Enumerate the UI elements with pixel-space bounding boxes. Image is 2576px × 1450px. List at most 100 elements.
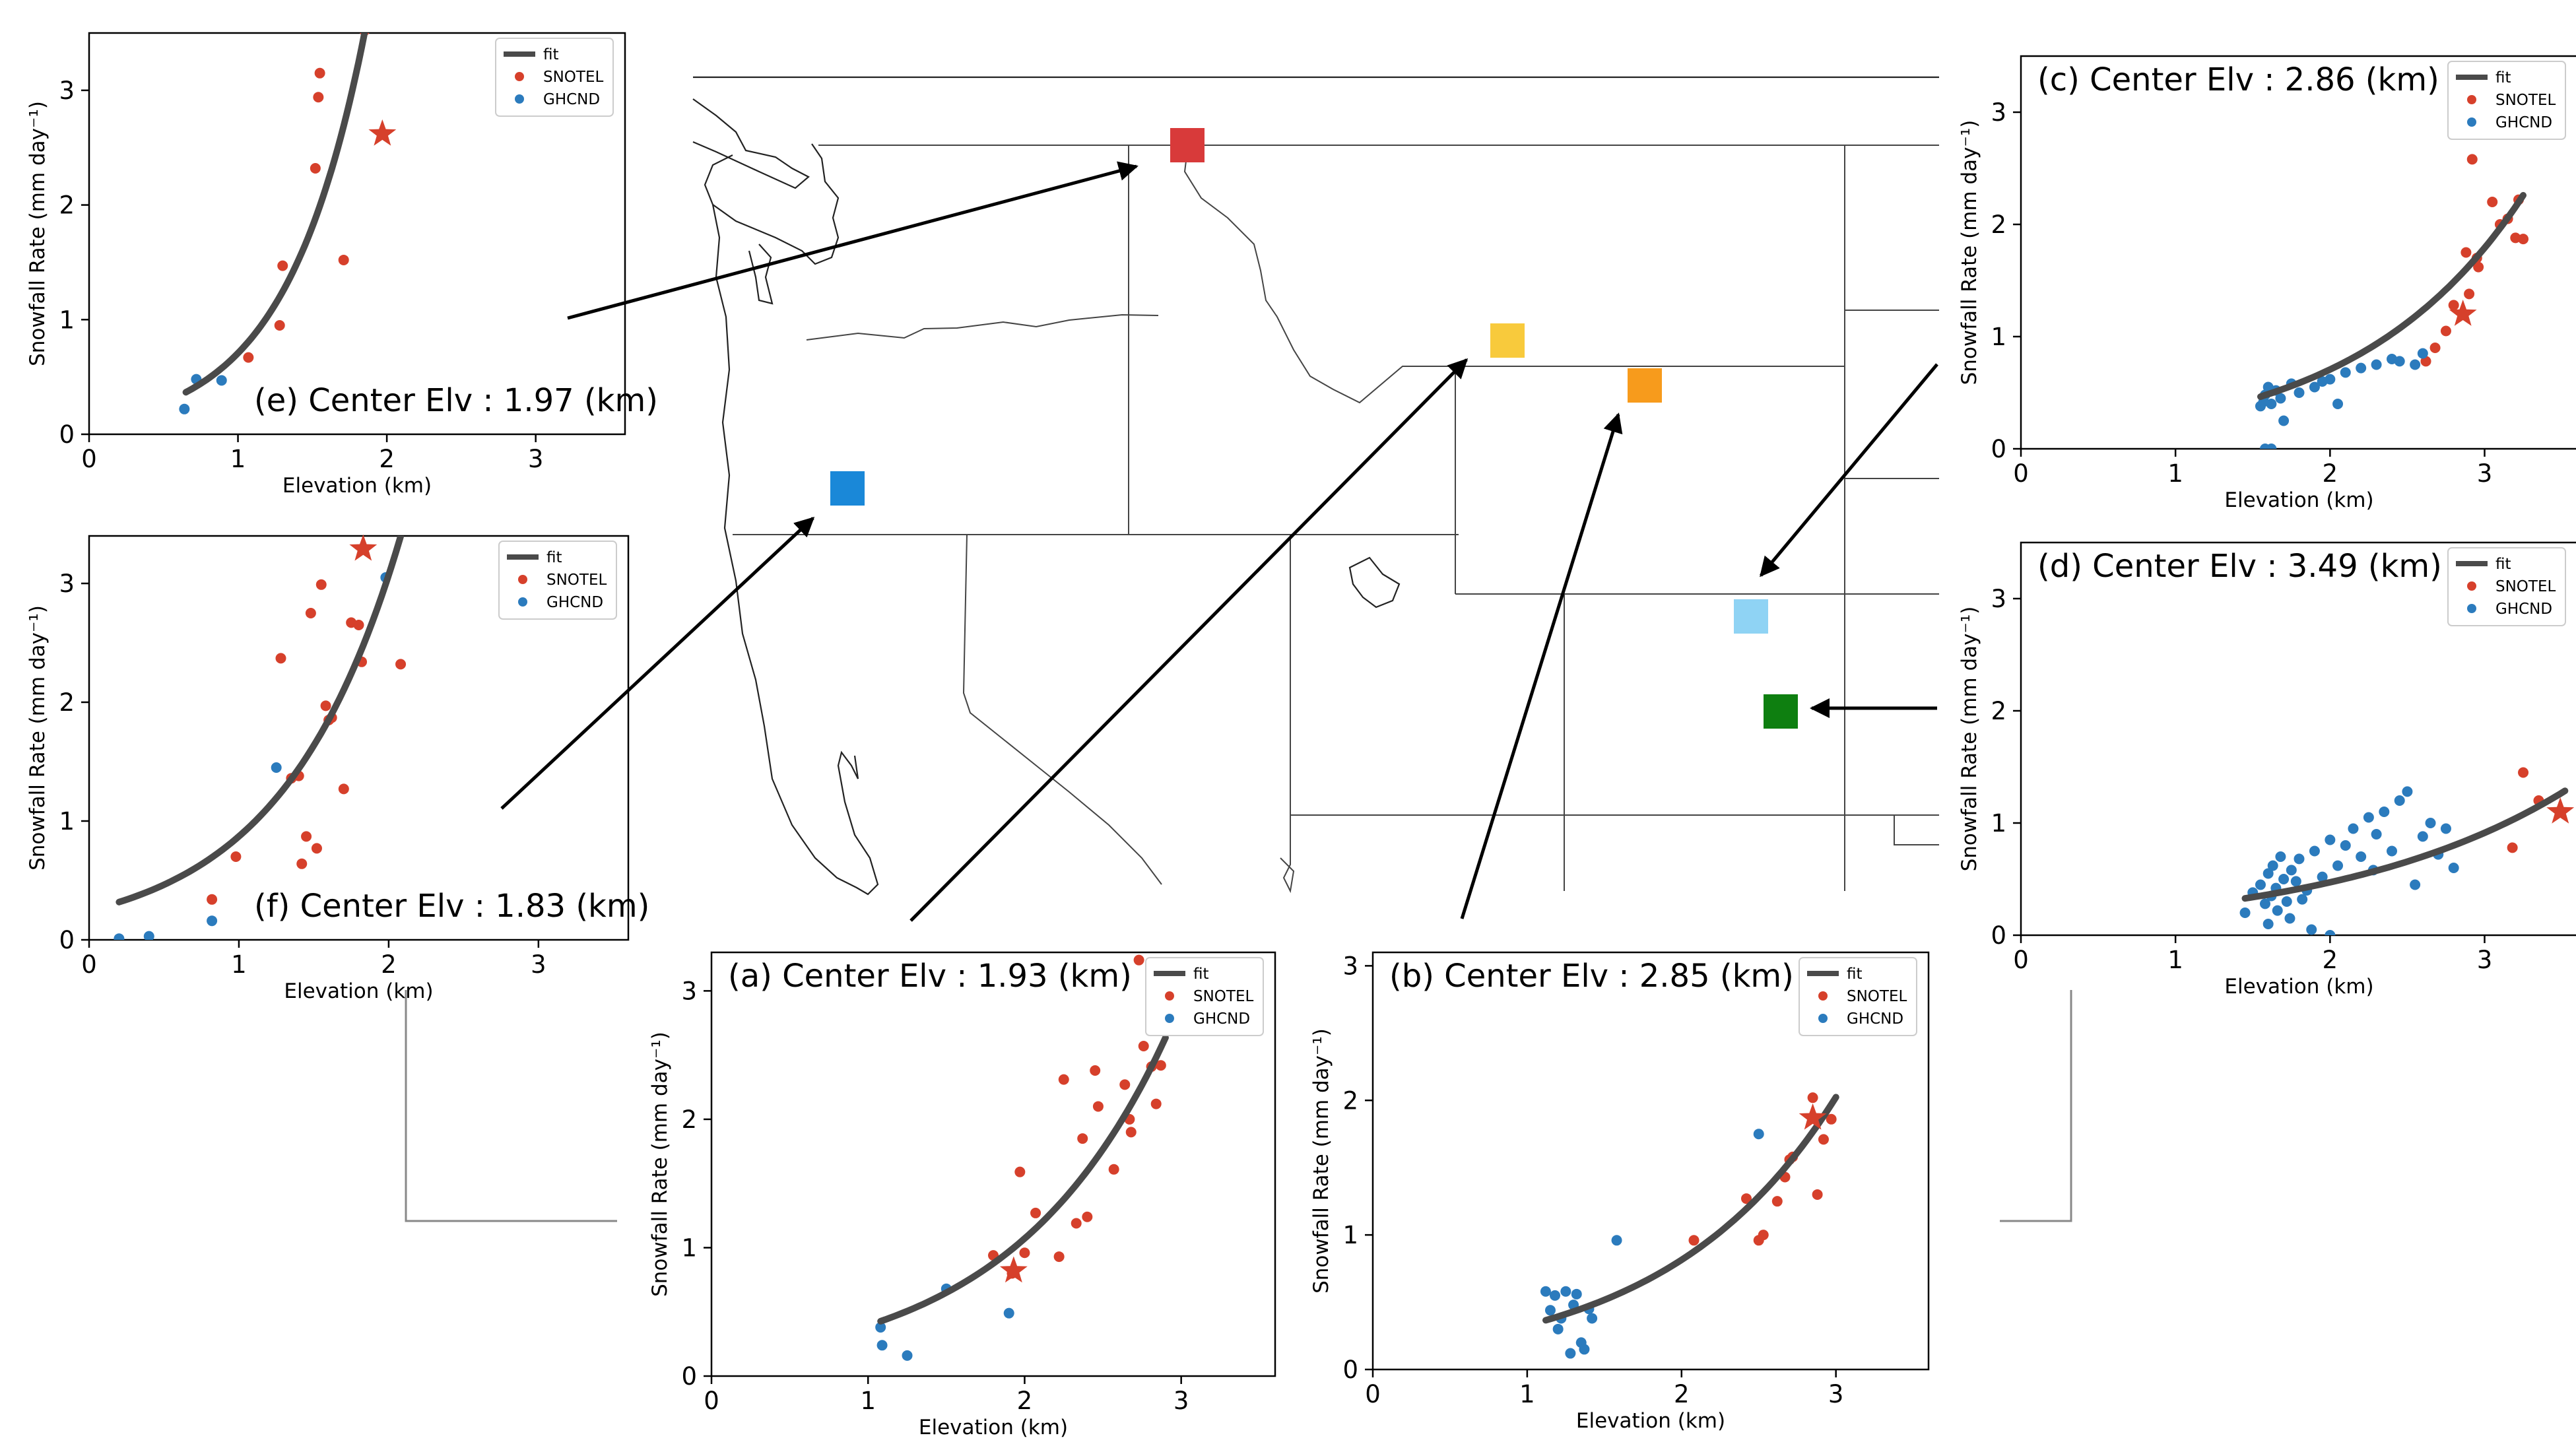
snotel-point [1818, 1134, 1829, 1145]
ghcnd-point [2394, 795, 2405, 806]
y-axis-label: Snowfall Rate (mm day⁻¹) [1309, 1028, 1333, 1294]
ghcnd-point [2417, 348, 2428, 359]
legend-snotel-label: SNOTEL [2495, 92, 2556, 109]
plot-area [2239, 767, 2569, 935]
snotel-point [243, 352, 254, 363]
snotel-point [305, 608, 316, 618]
plot-frame [710, 951, 1276, 1377]
fit-curve [2241, 787, 2569, 902]
y-tick-label: 2 [1991, 697, 2006, 725]
snotel-point [353, 620, 364, 630]
ghcnd-point [1753, 1129, 1764, 1140]
snotel-point [1133, 954, 1144, 966]
y-tick-label: 3 [1991, 98, 2006, 127]
ghcnd-point [2348, 823, 2359, 834]
x-tick-label: 0 [704, 1387, 719, 1415]
arrow-c [1760, 363, 1938, 577]
y-tick-label: 2 [59, 191, 75, 220]
ghcnd-point [2325, 930, 2336, 935]
plot-area [875, 954, 1169, 1361]
snotel-point [1092, 1101, 1104, 1112]
x-tick-label: 3 [2477, 946, 2493, 974]
ghcnd-point [2266, 399, 2277, 409]
x-tick-label: 1 [2167, 459, 2183, 488]
snotel-point [1155, 1060, 1166, 1071]
ghcnd-point [1540, 1286, 1551, 1297]
y-tick-label: 0 [1342, 1356, 1358, 1384]
bracket-left [405, 990, 617, 1222]
snotel-point [277, 260, 288, 271]
ghcnd-point [2340, 840, 2351, 851]
ghcnd-point [216, 375, 227, 386]
ghcnd-point [207, 915, 218, 927]
snotel-point [274, 319, 285, 331]
legend-snotel-swatch [518, 575, 527, 584]
legend: fit SNOTEL GHCND [2447, 547, 2566, 626]
snotel-point [320, 700, 331, 711]
snotel-point [1077, 1133, 1088, 1144]
ghcnd-point [2259, 898, 2270, 909]
ghcnd-point [876, 1340, 888, 1351]
snotel-point [315, 579, 327, 590]
y-tick-label: 1 [59, 807, 75, 836]
legend-ghcnd-swatch [1165, 1014, 1174, 1023]
panel-title: (f) Center Elv : 1.83 (km) [254, 888, 649, 925]
panel-f: 0 1 2 3 0 1 2 3 Elevation (km) Snowfall Rate (mm … [26, 534, 649, 1003]
snotel-point [1071, 1218, 1082, 1229]
y-tick-label: 0 [1991, 921, 2006, 950]
legend-fit-label: fit [543, 46, 559, 63]
x-tick-label: 3 [2477, 459, 2493, 488]
snotel-point [2448, 300, 2459, 311]
snotel-point [311, 843, 322, 854]
ghcnd-point [2267, 860, 2278, 871]
y-tick-label: 1 [1342, 1221, 1358, 1249]
ghcnd-point [2294, 387, 2305, 398]
fit-curve [877, 1034, 1169, 1325]
legend-ghcnd-label: GHCND [1847, 1010, 1903, 1028]
legend-snotel-swatch [2467, 95, 2476, 104]
x-tick-label: 0 [2013, 459, 2029, 488]
snotel-point [1138, 1041, 1149, 1052]
snotel-point [1014, 1166, 1026, 1177]
panel-title: (a) Center Elv : 1.93 (km) [728, 958, 1132, 995]
snotel-point [2440, 325, 2451, 337]
ghcnd-point [143, 931, 154, 940]
region-marker-orange [1628, 368, 1662, 403]
snotel-point [313, 92, 324, 103]
y-tick-label: 1 [681, 1234, 697, 1262]
legend-ghcnd-label: GHCND [1193, 1010, 1250, 1028]
ghcnd-point [2262, 868, 2274, 879]
ghcnd-point [2448, 863, 2459, 873]
ghcnd-point [2286, 865, 2297, 876]
snotel-point [1108, 1164, 1119, 1175]
ghcnd-point [2239, 907, 2251, 918]
center-star [999, 1256, 1028, 1283]
legend-ghcnd-swatch [515, 94, 524, 104]
legend-fit-label: fit [1847, 966, 1863, 983]
x-axis-label: Elevation (km) [2224, 975, 2373, 999]
ghcnd-point [2402, 786, 2413, 797]
ghcnd-point [2363, 812, 2374, 823]
legend-fit-label: fit [546, 549, 562, 566]
y-tick-label: 2 [681, 1105, 697, 1134]
legend-ghcnd-label: GHCND [546, 594, 603, 611]
x-tick-label: 2 [1674, 1380, 1690, 1408]
y-tick-label: 2 [1991, 211, 2006, 239]
y-tick-label: 0 [681, 1362, 697, 1391]
ghcnd-point [1560, 1286, 1571, 1297]
ghcnd-point [2275, 393, 2286, 404]
region-marker-green [1764, 694, 1798, 729]
snotel-point [2487, 197, 2498, 207]
plot-frame [2020, 55, 2576, 450]
arrow-b [1460, 412, 1623, 919]
ghcnd-point [902, 1350, 913, 1361]
ghcnd-point [2410, 879, 2421, 890]
center-star [368, 119, 397, 146]
panel-title: (b) Center Elv : 2.85 (km) [1389, 958, 1794, 995]
arrow-f [500, 516, 815, 810]
ghcnd-point [1549, 1290, 1560, 1301]
snotel-point [2518, 234, 2529, 245]
legend-ghcnd-label: GHCND [543, 91, 600, 108]
ghcnd-point [2410, 359, 2421, 370]
